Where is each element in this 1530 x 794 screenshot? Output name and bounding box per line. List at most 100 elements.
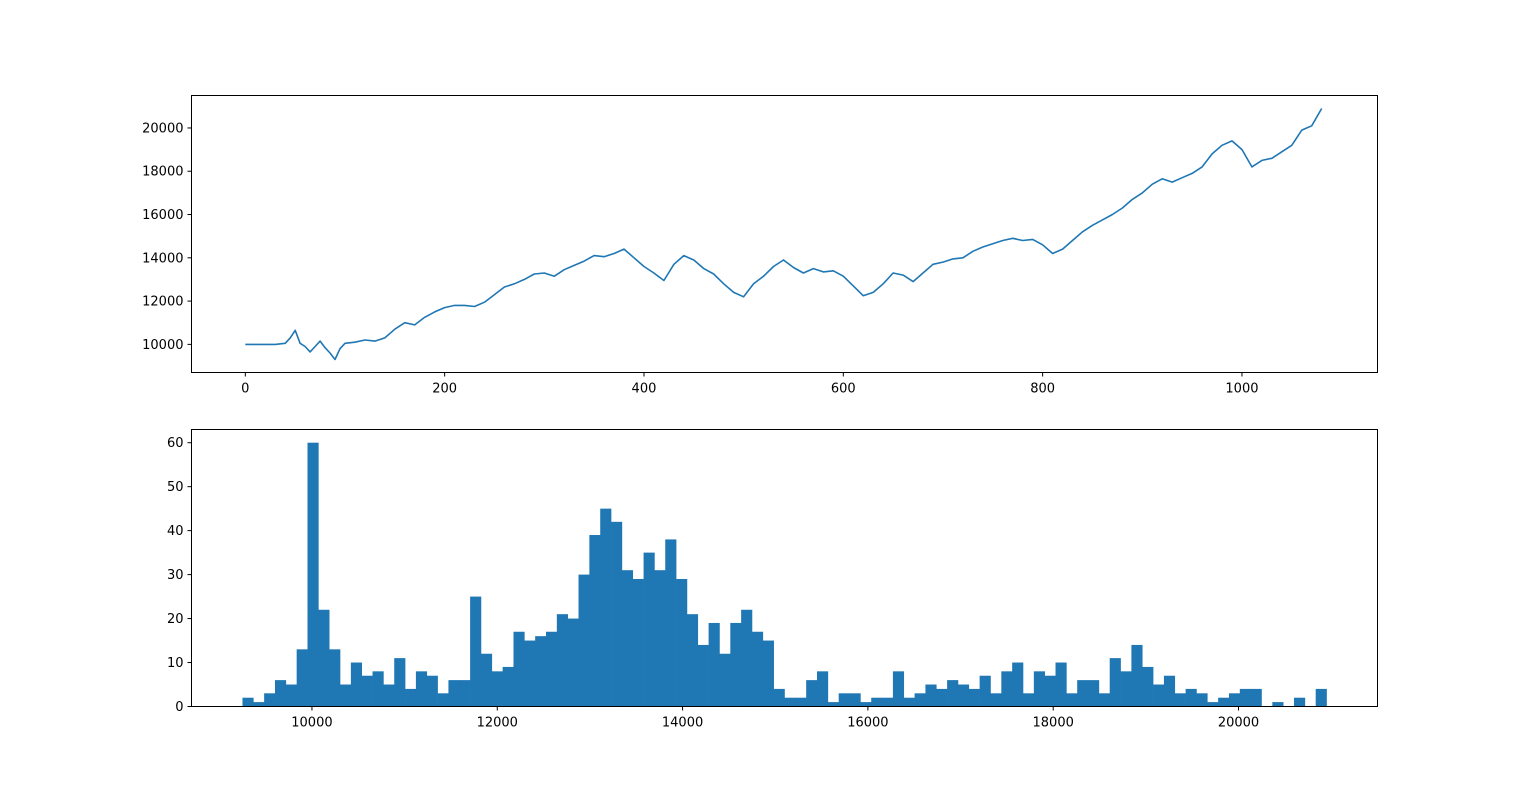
histogram-bar	[860, 702, 872, 707]
histogram-bar	[914, 693, 926, 707]
0-x-tick-label: 600	[831, 382, 856, 397]
histogram-plot-area	[242, 442, 1327, 707]
histogram-bar	[470, 596, 482, 707]
histogram-bar	[730, 622, 742, 707]
histogram-bar	[621, 570, 634, 707]
histogram-bar	[578, 574, 590, 707]
histogram-bar	[405, 688, 417, 707]
histogram-bar	[1077, 680, 1089, 707]
histogram-bar	[361, 675, 373, 707]
histogram-bar	[296, 649, 308, 707]
histogram-bar	[827, 702, 839, 707]
histogram-bar	[817, 671, 829, 707]
histogram-bar	[957, 684, 970, 707]
histogram-bar	[1228, 693, 1241, 707]
histogram-bar	[1066, 693, 1078, 707]
histogram-bar	[1033, 671, 1045, 707]
1-y-tick-label: 0	[175, 700, 183, 715]
0-x-tick-label: 800	[1030, 382, 1055, 397]
histogram-bar	[426, 675, 438, 707]
0-y-tick-label: 20000	[142, 121, 183, 136]
histogram-bar	[1098, 693, 1111, 707]
histogram-bar	[751, 631, 764, 707]
0-x-tick-label: 1000	[1225, 382, 1258, 397]
histogram-bar	[903, 697, 915, 707]
0-y-tick-label: 16000	[142, 208, 183, 223]
histogram-bar	[784, 697, 796, 707]
histogram-bar	[1207, 702, 1219, 707]
0-y-tick-label: 10000	[142, 338, 183, 353]
histogram-bar	[502, 666, 514, 707]
histogram-bar	[1272, 702, 1284, 707]
histogram-bar	[654, 570, 666, 707]
histogram-bar	[686, 614, 699, 707]
histogram-bar	[849, 693, 861, 707]
histogram-bar	[1088, 680, 1100, 707]
line-chart-plot-area	[245, 108, 1323, 361]
histogram-bar	[1294, 697, 1306, 707]
histogram-bar	[1153, 684, 1165, 707]
0-y-tick-label: 12000	[142, 295, 183, 310]
1-y-tick-label: 20	[167, 612, 184, 627]
histogram-bar	[719, 653, 731, 707]
0-x-tick-label: 0	[241, 382, 249, 397]
histogram-bar	[665, 539, 677, 707]
histogram-bar	[1055, 662, 1067, 707]
histogram-bar	[1239, 688, 1251, 707]
histogram-bar	[524, 640, 536, 707]
histogram-bar	[1044, 675, 1056, 707]
histogram-bar	[947, 680, 959, 707]
histogram-bar	[795, 697, 807, 707]
histogram-bar	[372, 671, 384, 707]
1-x-tick-label: 16000	[847, 716, 888, 731]
histogram-bar	[806, 680, 818, 707]
histogram-bar	[448, 680, 460, 707]
histogram-bar	[535, 636, 547, 707]
histogram-bar	[676, 578, 688, 707]
histogram-bar	[838, 693, 850, 707]
1-x-tick-label: 10000	[291, 716, 332, 731]
histogram-frame	[191, 429, 1378, 707]
histogram-bar	[1001, 671, 1013, 707]
histogram-bar	[318, 609, 330, 707]
1-x-tick-label: 20000	[1218, 716, 1259, 731]
histogram-bar	[1120, 671, 1132, 707]
histogram-bar	[1315, 688, 1327, 707]
histogram-bar	[979, 675, 991, 707]
histogram-bar	[697, 644, 709, 707]
1-y-tick-label: 30	[167, 568, 184, 583]
histogram-bar	[892, 671, 905, 707]
histogram-bar	[925, 684, 937, 707]
histogram-bar	[307, 442, 319, 707]
histogram-bar	[589, 535, 601, 707]
histogram-bar	[1012, 662, 1024, 707]
histogram-ticks: 10000 12000 14000 16000 18000 20000 0 10 20 30 40 5…	[167, 436, 1259, 730]
histogram-bar	[1131, 644, 1143, 707]
1-y-tick-label: 10	[167, 656, 184, 671]
histogram-bar	[762, 640, 774, 707]
line-chart-ticks: 0 200 400 600 800 1000 10000 12000 14000 16000 180…	[142, 121, 1258, 396]
histogram-bar	[1142, 666, 1154, 707]
histogram-bar	[546, 631, 558, 707]
0-y-tick-label: 18000	[142, 165, 183, 180]
histogram-bar	[882, 697, 894, 707]
histogram-bar	[394, 658, 406, 707]
histogram-bar	[632, 578, 644, 707]
0-x-tick-label: 400	[632, 382, 657, 397]
histogram-bar	[1218, 697, 1230, 707]
histogram-bar	[350, 662, 363, 707]
histogram-bar	[329, 649, 341, 707]
1-y-tick-label: 50	[167, 480, 184, 495]
histogram-bar	[1023, 693, 1035, 707]
histogram-bar	[242, 697, 254, 707]
0-x-tick-label: 200	[432, 382, 457, 397]
histogram-bar	[741, 609, 753, 707]
histogram-bar	[1174, 693, 1186, 707]
histogram-bar	[383, 684, 395, 707]
histogram-bar	[1163, 675, 1176, 707]
1-x-tick-label: 14000	[662, 716, 703, 731]
line-chart-axes: 0 200 400 600 800 1000 10000 12000 14000 16000 180…	[142, 95, 1378, 397]
histogram-bar	[437, 693, 449, 707]
histogram-bar	[773, 688, 785, 707]
series-line	[245, 108, 1323, 361]
